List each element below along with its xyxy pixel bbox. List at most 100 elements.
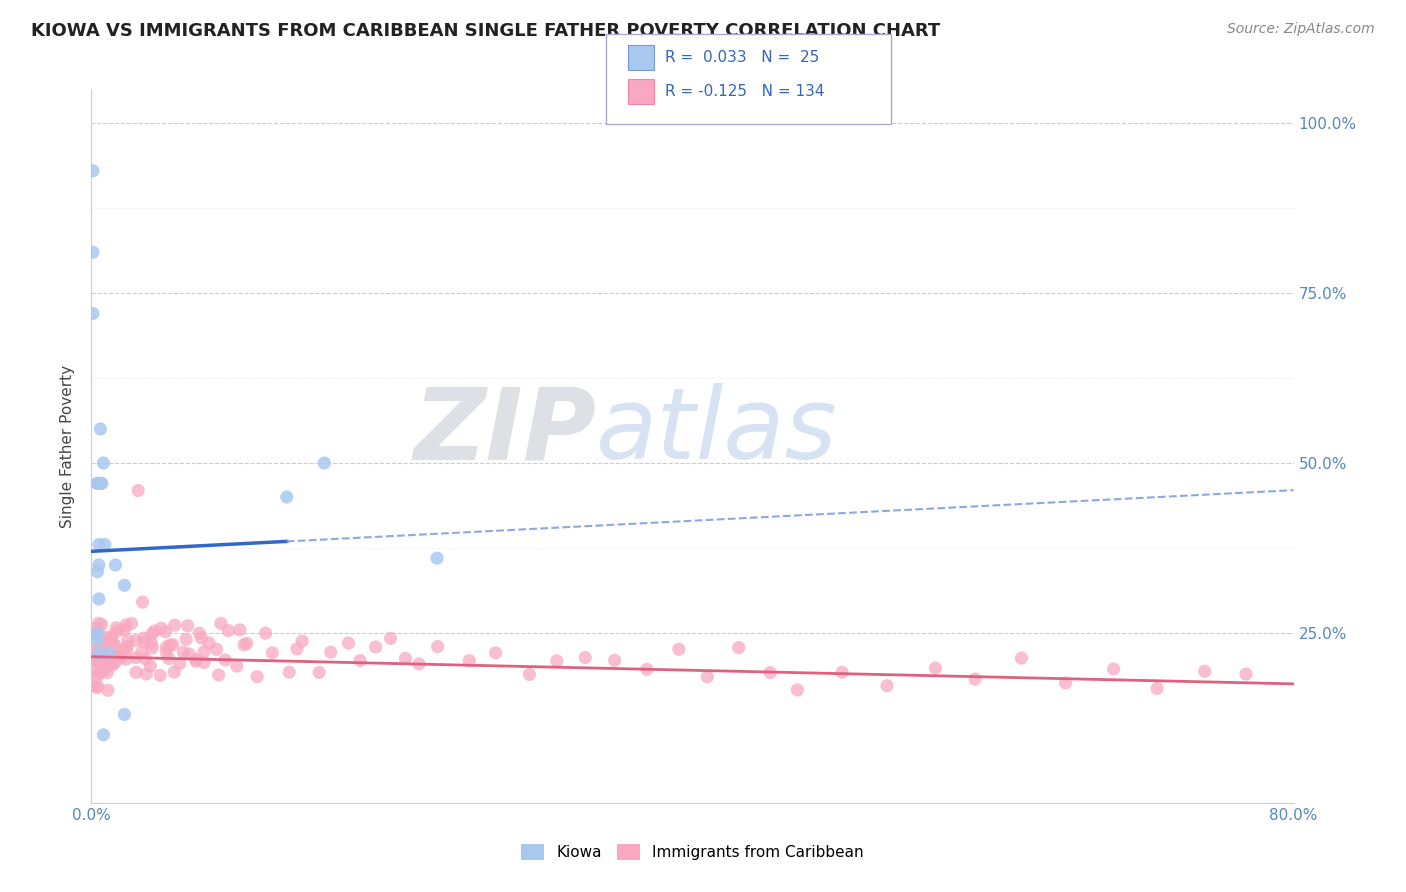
Point [337,636,360,650]
Point [131,595,153,609]
Point [90,656,112,670]
Point [759,665,782,680]
Point [135,667,157,681]
Point [786,682,808,697]
Point [124,633,146,648]
Point [131,645,153,659]
Point [184,652,207,666]
Point [426,551,449,566]
Point [87,591,110,606]
Point [104,640,127,654]
Point [86,632,108,647]
Point [603,653,626,667]
Point [115,640,138,654]
Point [276,490,298,504]
Point [184,654,207,668]
Point [84,622,107,636]
Point [193,656,215,670]
Point [233,638,256,652]
Point [209,616,232,631]
Point [97,683,120,698]
Point [278,665,301,680]
Point [831,665,853,680]
Point [82,163,104,178]
Point [364,640,387,654]
Point [179,647,201,661]
Point [89,655,111,669]
Point [86,626,108,640]
Point [668,642,690,657]
Point [1234,667,1257,681]
Point [100,654,122,668]
Point [87,558,110,572]
Text: Source: ZipAtlas.com: Source: ZipAtlas.com [1227,22,1375,37]
Point [91,645,114,659]
Point [125,650,148,665]
Point [103,636,125,650]
Point [426,640,449,654]
Point [155,624,177,639]
Point [214,653,236,667]
Point [225,659,247,673]
Point [134,652,156,666]
Text: ZIP: ZIP [413,384,596,480]
Point [155,645,177,659]
Point [94,637,117,651]
Point [87,537,110,551]
Point [1054,676,1077,690]
Point [90,617,112,632]
Point [115,652,138,666]
Point [107,624,129,638]
Point [349,654,371,668]
Point [108,649,131,664]
Y-axis label: Single Father Poverty: Single Father Poverty [60,365,76,527]
Point [86,646,108,660]
Point [93,456,115,470]
Point [408,657,430,671]
Point [115,642,138,657]
Point [190,631,212,645]
Point [380,632,402,646]
Point [97,657,120,672]
Point [101,629,124,643]
Point [262,646,284,660]
Point [87,616,110,631]
Point [141,627,163,641]
Point [100,632,122,646]
Point [103,656,125,670]
Point [254,626,277,640]
Point [90,647,112,661]
Point [965,672,987,686]
Point [727,640,749,655]
Point [86,681,108,695]
Point [105,621,128,635]
Point [308,665,330,680]
Point [121,616,143,631]
Text: R =  0.033   N =  25: R = 0.033 N = 25 [665,50,820,64]
Point [924,661,946,675]
Point [205,642,228,657]
Point [236,636,259,650]
Point [107,650,129,665]
Point [86,669,108,683]
Point [163,665,186,680]
Point [198,636,221,650]
Point [114,578,136,592]
Point [127,483,149,498]
Point [143,624,166,638]
Point [82,306,104,320]
Point [134,634,156,648]
Point [84,628,107,642]
Point [188,626,211,640]
Point [93,663,115,677]
Point [141,640,163,655]
Point [155,640,177,654]
Point [96,665,118,680]
Point [87,646,110,660]
Point [217,624,239,638]
Point [91,630,114,644]
Point [139,659,162,673]
Point [177,619,200,633]
Point [246,670,269,684]
Legend: Kiowa, Immigrants from Caribbean: Kiowa, Immigrants from Caribbean [515,838,870,866]
